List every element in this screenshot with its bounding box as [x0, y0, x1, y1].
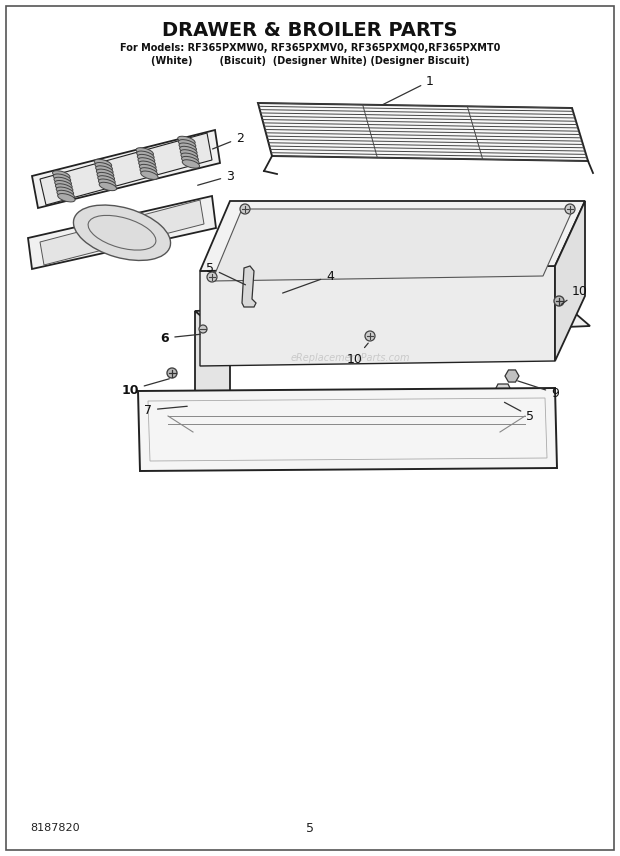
Ellipse shape — [139, 161, 156, 169]
Polygon shape — [32, 130, 220, 208]
Ellipse shape — [95, 166, 113, 174]
Ellipse shape — [180, 150, 198, 158]
Polygon shape — [496, 384, 510, 425]
Ellipse shape — [53, 174, 71, 182]
Polygon shape — [555, 201, 585, 361]
Ellipse shape — [96, 169, 114, 177]
Polygon shape — [40, 200, 204, 265]
Text: 7: 7 — [144, 403, 187, 417]
Polygon shape — [242, 266, 256, 307]
Ellipse shape — [181, 153, 198, 162]
Polygon shape — [505, 370, 519, 382]
Ellipse shape — [53, 170, 70, 179]
Polygon shape — [195, 311, 230, 421]
Ellipse shape — [55, 184, 73, 192]
Polygon shape — [258, 103, 588, 161]
Ellipse shape — [138, 158, 156, 166]
Text: DRAWER & BROILER PARTS: DRAWER & BROILER PARTS — [162, 21, 458, 39]
Ellipse shape — [98, 175, 115, 184]
Ellipse shape — [54, 177, 71, 186]
Text: 8187820: 8187820 — [30, 823, 79, 833]
Text: 5: 5 — [206, 261, 246, 285]
Ellipse shape — [94, 159, 112, 168]
Ellipse shape — [182, 157, 199, 164]
Ellipse shape — [138, 154, 155, 163]
Circle shape — [365, 331, 375, 341]
Ellipse shape — [55, 181, 72, 189]
Ellipse shape — [136, 148, 153, 156]
Polygon shape — [40, 133, 212, 205]
Text: 5: 5 — [505, 402, 534, 423]
Ellipse shape — [136, 151, 154, 159]
Ellipse shape — [73, 205, 170, 260]
Circle shape — [207, 272, 217, 282]
Text: 4: 4 — [283, 270, 334, 293]
Ellipse shape — [178, 136, 195, 145]
Polygon shape — [138, 388, 557, 471]
Ellipse shape — [58, 193, 75, 202]
Polygon shape — [200, 201, 585, 271]
Text: 10: 10 — [122, 378, 169, 396]
Text: 1: 1 — [383, 74, 434, 104]
Text: 10: 10 — [347, 343, 368, 366]
Ellipse shape — [57, 190, 74, 199]
Ellipse shape — [99, 179, 116, 187]
Ellipse shape — [56, 187, 74, 195]
Text: For Models: RF365PXMW0, RF365PXMV0, RF365PXMQ0,RF365PXMT0: For Models: RF365PXMW0, RF365PXMV0, RF36… — [120, 43, 500, 53]
Polygon shape — [200, 266, 555, 366]
Ellipse shape — [95, 163, 112, 171]
Ellipse shape — [182, 160, 200, 168]
Circle shape — [167, 368, 177, 378]
Ellipse shape — [97, 172, 115, 181]
Circle shape — [565, 204, 575, 214]
Text: 2: 2 — [213, 132, 244, 149]
Polygon shape — [195, 296, 590, 341]
Text: (White)        (Biscuit)  (Designer White) (Designer Biscuit): (White) (Biscuit) (Designer White) (Desi… — [151, 56, 469, 66]
Text: 5: 5 — [306, 822, 314, 835]
Ellipse shape — [140, 168, 157, 176]
Circle shape — [240, 204, 250, 214]
Ellipse shape — [179, 140, 196, 148]
Text: 3: 3 — [198, 169, 234, 185]
Polygon shape — [28, 196, 216, 269]
Text: 10: 10 — [561, 284, 588, 305]
Ellipse shape — [99, 182, 117, 191]
Ellipse shape — [141, 171, 158, 180]
Circle shape — [199, 325, 207, 333]
Text: 9: 9 — [518, 381, 559, 400]
Ellipse shape — [179, 143, 197, 152]
Text: 6: 6 — [161, 331, 200, 344]
Polygon shape — [212, 209, 573, 281]
Text: eReplacementParts.com: eReplacementParts.com — [290, 353, 410, 363]
Circle shape — [554, 296, 564, 306]
Ellipse shape — [140, 164, 157, 173]
Ellipse shape — [180, 146, 197, 155]
